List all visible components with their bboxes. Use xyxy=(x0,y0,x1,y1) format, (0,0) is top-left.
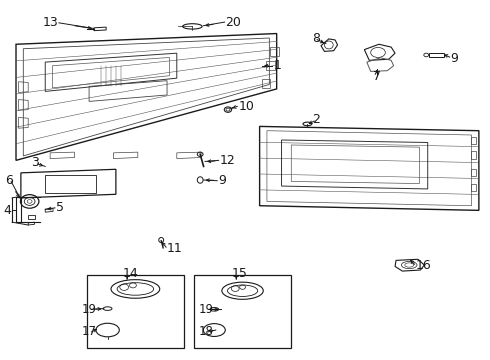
Text: 12: 12 xyxy=(220,154,235,167)
Bar xyxy=(429,53,444,57)
Bar xyxy=(262,79,270,88)
Text: 13: 13 xyxy=(43,16,58,29)
Text: 9: 9 xyxy=(218,174,226,187)
Bar xyxy=(16,197,21,222)
Text: 17: 17 xyxy=(82,325,97,338)
Bar xyxy=(194,275,291,348)
Text: 16: 16 xyxy=(416,259,431,272)
Bar xyxy=(266,62,275,70)
Bar xyxy=(470,152,476,158)
Text: 20: 20 xyxy=(225,15,242,28)
Bar xyxy=(470,184,476,191)
Text: 6: 6 xyxy=(5,174,13,187)
Bar xyxy=(87,275,184,348)
Text: 19: 19 xyxy=(82,303,97,316)
Text: 3: 3 xyxy=(30,156,39,169)
Bar xyxy=(45,175,97,193)
Text: 14: 14 xyxy=(122,267,138,280)
Text: 2: 2 xyxy=(312,113,320,126)
Bar xyxy=(270,47,279,56)
Text: 11: 11 xyxy=(167,242,183,255)
Text: 10: 10 xyxy=(239,100,254,113)
Text: 9: 9 xyxy=(451,52,459,65)
Text: 15: 15 xyxy=(231,267,247,280)
Bar xyxy=(470,169,476,176)
Text: 5: 5 xyxy=(56,201,64,214)
Text: 8: 8 xyxy=(312,32,320,45)
Text: 18: 18 xyxy=(199,325,214,338)
Bar xyxy=(470,137,476,144)
Text: 7: 7 xyxy=(373,70,381,83)
Text: 19: 19 xyxy=(199,303,214,316)
Text: 1: 1 xyxy=(273,59,281,72)
Bar xyxy=(28,215,35,219)
Text: 4: 4 xyxy=(4,203,12,216)
